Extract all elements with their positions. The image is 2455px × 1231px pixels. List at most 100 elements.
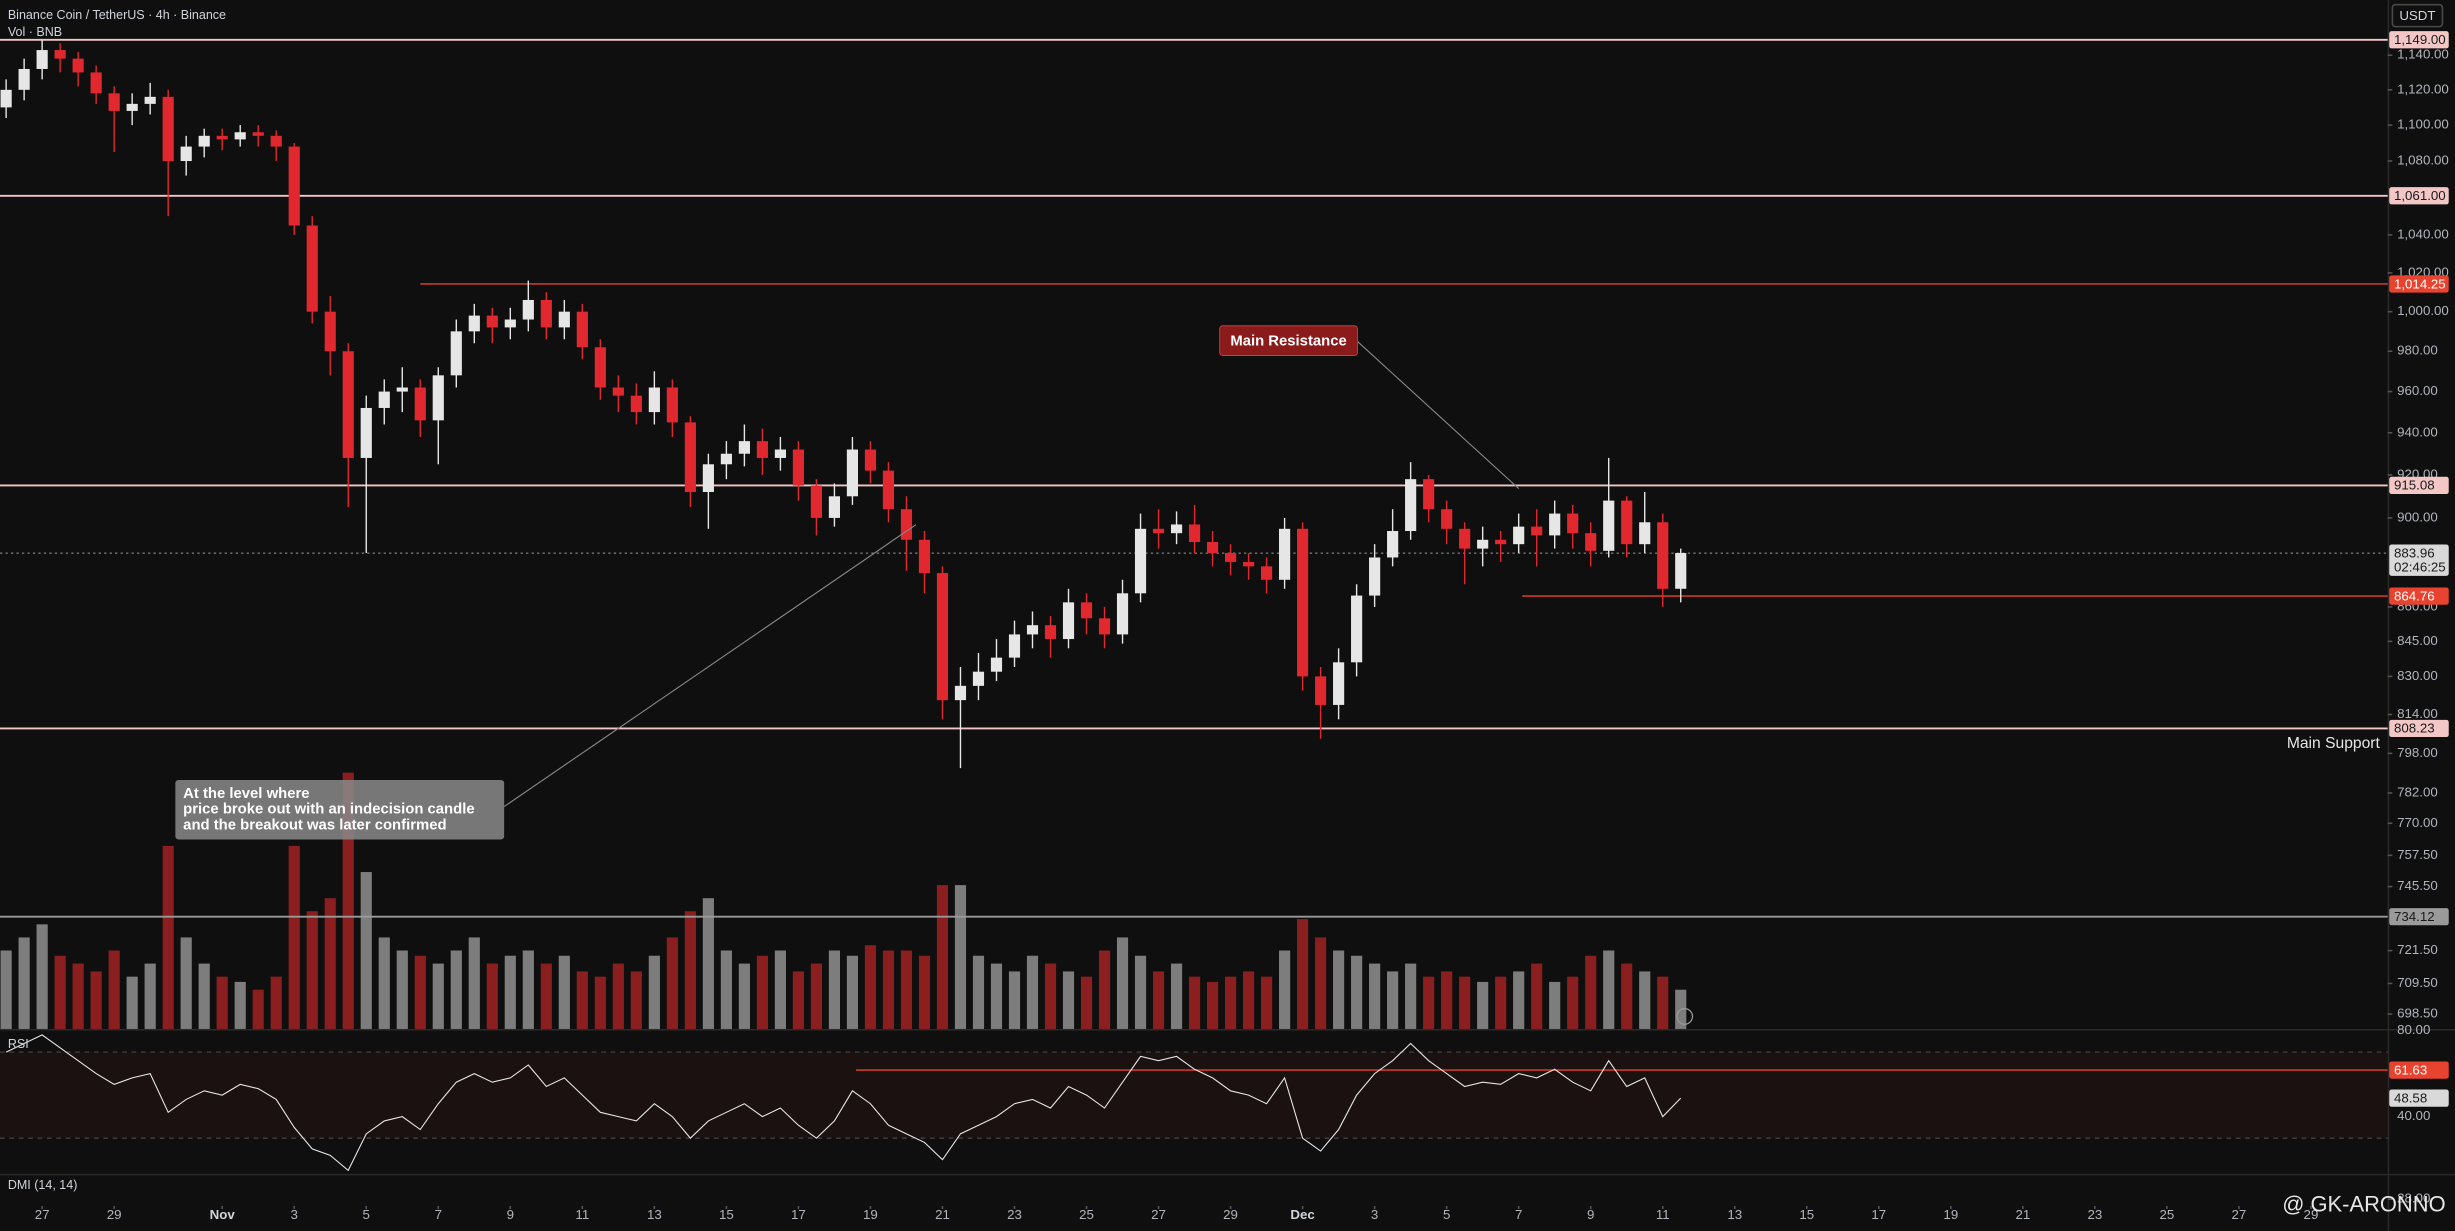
candle-body (1297, 528, 1309, 677)
volume-bar (630, 971, 642, 1029)
volume-bar (1297, 919, 1309, 1029)
volume-bar (1369, 963, 1381, 1029)
y-tick-label: 1,040.00 (2397, 226, 2449, 241)
rsi-value-box (2389, 1089, 2449, 1107)
volume-bar (1351, 955, 1363, 1029)
volume-layer (0, 772, 1687, 1029)
rsi-level-label: 61.63 (2394, 1062, 2427, 1077)
dmi-tick-label: 28.00 (2397, 1191, 2430, 1206)
candle-body (828, 496, 841, 518)
volume-bar (576, 971, 588, 1029)
volume-bar (72, 963, 84, 1029)
volume-bar (288, 845, 300, 1029)
candle-body (0, 89, 12, 108)
y-tick-label: 782.00 (2397, 785, 2438, 800)
icon[interactable] (1676, 1007, 1694, 1025)
rsi-layer (0, 1034, 2388, 1172)
volume-bar (1044, 963, 1057, 1029)
volume-bar (792, 971, 804, 1029)
level-box (2389, 275, 2449, 293)
candle-body (1206, 541, 1219, 554)
candle-body (684, 422, 696, 492)
x-tick-label: Nov (210, 1207, 236, 1222)
candle-body (324, 311, 336, 352)
candle-body (1513, 526, 1525, 545)
candle-body (666, 387, 678, 423)
annotation-text: Main Support (2287, 735, 2381, 752)
candle-body (846, 449, 859, 497)
level-box (2389, 587, 2449, 605)
candle-body (1224, 553, 1237, 562)
x-tick-label: 7 (435, 1207, 442, 1222)
volume-bar (702, 898, 714, 1029)
candle-body (252, 132, 264, 136)
y-tick-label: 960.00 (2397, 383, 2438, 398)
volume-bar (486, 963, 498, 1029)
candle-body (360, 407, 372, 458)
volume-bar (846, 955, 859, 1029)
y-tick-label: 1,120.00 (2397, 81, 2449, 96)
x-tick-label: 21 (935, 1207, 950, 1222)
x-tick-label: 23 (2087, 1207, 2102, 1222)
volume-bar (540, 963, 552, 1029)
candle-body (1188, 524, 1201, 542)
y-tick-label: 770.00 (2397, 815, 2438, 830)
volume-bar (1549, 981, 1561, 1029)
x-tick-label: 21 (2015, 1207, 2030, 1222)
candle-body (810, 485, 823, 518)
candle-body (1279, 528, 1291, 580)
candle-body (1675, 553, 1687, 589)
candle-body (126, 103, 138, 111)
currency[interactable]: USDT (2399, 8, 2435, 23)
volume-bar (1279, 950, 1291, 1029)
rsi-tick-label: 40.00 (2397, 1108, 2430, 1123)
candle-body (1026, 625, 1039, 635)
y-tick-label: 1,140.00 (2397, 47, 2449, 62)
candle-body (180, 146, 192, 162)
volume-bar (1080, 976, 1093, 1029)
candle-body (54, 50, 66, 59)
volume-bar (810, 963, 823, 1029)
x-tick-label: 9 (507, 1207, 514, 1222)
x-tick-label: 25 (1079, 1207, 1094, 1222)
volume-bar (1134, 955, 1147, 1029)
volume-bar (36, 924, 48, 1029)
x-tick-label: 27 (35, 1207, 50, 1222)
currency-box[interactable] (2391, 3, 2444, 28)
y-tick-label: 721.50 (2397, 942, 2438, 957)
chart-title: Binance Coin / TetherUS · 4h · Binance (8, 8, 226, 22)
level-label: 1,149.00 (2394, 32, 2446, 47)
x-tick-label: 7 (1515, 1207, 1522, 1222)
candle-body (540, 299, 552, 328)
x-tick-label: 9 (1587, 1207, 1594, 1222)
level-label: 915.08 (2394, 478, 2435, 493)
candle-body (864, 449, 877, 471)
candle-body (1261, 566, 1273, 580)
candle-body (432, 375, 444, 421)
candle-body (1495, 539, 1507, 545)
volume-bar (1152, 971, 1165, 1029)
candle-body (936, 573, 949, 701)
volume-bar (738, 963, 750, 1029)
candle-body (306, 225, 318, 312)
x-tick-label: 11 (575, 1207, 589, 1222)
y-tick-label: 709.50 (2397, 975, 2438, 990)
candle-body (90, 72, 102, 94)
annotation-text: price broke out with an indecision candl… (183, 802, 474, 818)
candle-body (1315, 676, 1327, 705)
volume-bar (180, 937, 192, 1029)
x-tick-label: 13 (1727, 1207, 1742, 1222)
candle-body (1441, 509, 1453, 529)
y-tick-label: 798.00 (2397, 745, 2438, 760)
rsi-tick-label: 80.00 (2397, 1022, 2430, 1037)
candle-body (1567, 513, 1579, 534)
volume-bar (360, 872, 372, 1029)
x-tick-label: 17 (1871, 1207, 1886, 1222)
volume-bar (684, 911, 696, 1029)
volume-bar (666, 937, 678, 1029)
candle-body (594, 347, 606, 388)
candle-body (1603, 500, 1615, 551)
candle-body (882, 470, 895, 510)
y-tick-label: 698.50 (2397, 1006, 2438, 1021)
candle-body (1621, 500, 1633, 545)
